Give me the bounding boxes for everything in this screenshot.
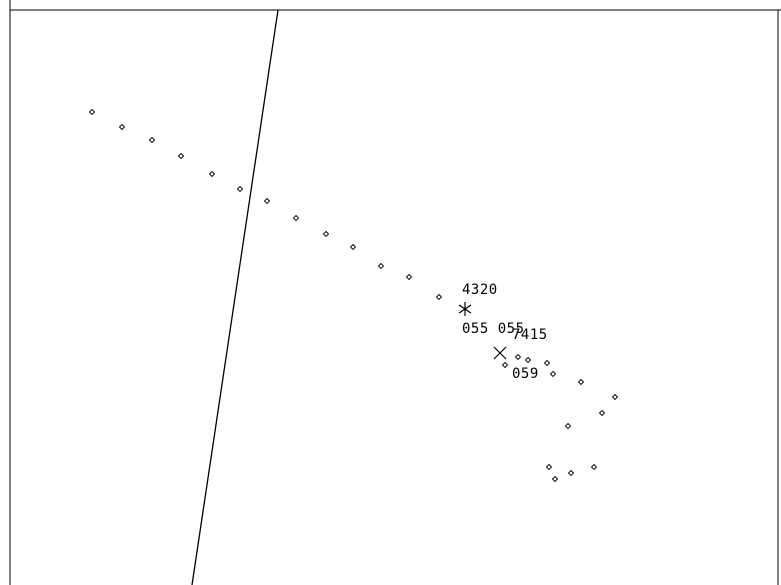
history-diamond-icon (524, 356, 532, 364)
map-boundary-line (191, 9, 279, 585)
history-diamond-icon (292, 214, 300, 222)
history-diamond-icon (514, 353, 522, 361)
history-diamond-icon (435, 293, 443, 301)
history-diamond-icon (577, 378, 585, 386)
display-frame (9, 0, 781, 585)
history-trail-4320 (88, 108, 443, 301)
history-diamond-icon (543, 359, 551, 367)
history-diamond-icon (118, 123, 126, 131)
target-symbol-4320-asterisk-icon[interactable] (458, 302, 472, 316)
data-block-7415-altitude: 059 (512, 366, 539, 382)
history-diamond-icon (377, 262, 385, 270)
history-diamond-icon (88, 108, 96, 116)
target-symbol-7415-cross-icon[interactable] (493, 346, 507, 360)
history-diamond-icon (545, 463, 553, 471)
history-diamond-icon (177, 152, 185, 160)
history-diamond-icon (590, 463, 598, 471)
history-diamond-icon (208, 170, 216, 178)
data-block-4320-altitude: 055 055 (462, 321, 525, 337)
history-diamond-icon (263, 197, 271, 205)
history-diamond-icon (567, 469, 575, 477)
data-block-7415[interactable]: 7415 059 (512, 303, 548, 407)
history-diamond-icon (598, 409, 606, 417)
history-diamond-icon (405, 273, 413, 281)
history-diamond-icon (549, 370, 557, 378)
history-diamond-icon (611, 393, 619, 401)
history-diamond-icon (322, 230, 330, 238)
data-block-7415-beacon-code: 7415 (512, 327, 548, 343)
data-block-4320-beacon-code: 4320 (462, 282, 498, 298)
history-diamond-icon (349, 243, 357, 251)
history-diamond-icon (148, 136, 156, 144)
history-diamond-icon (236, 185, 244, 193)
history-diamond-icon (564, 422, 572, 430)
data-block-4320[interactable]: 4320 055 055 (462, 258, 525, 362)
history-trail-7415 (501, 353, 619, 483)
history-diamond-icon (551, 475, 559, 483)
history-diamond-icon (501, 361, 509, 369)
